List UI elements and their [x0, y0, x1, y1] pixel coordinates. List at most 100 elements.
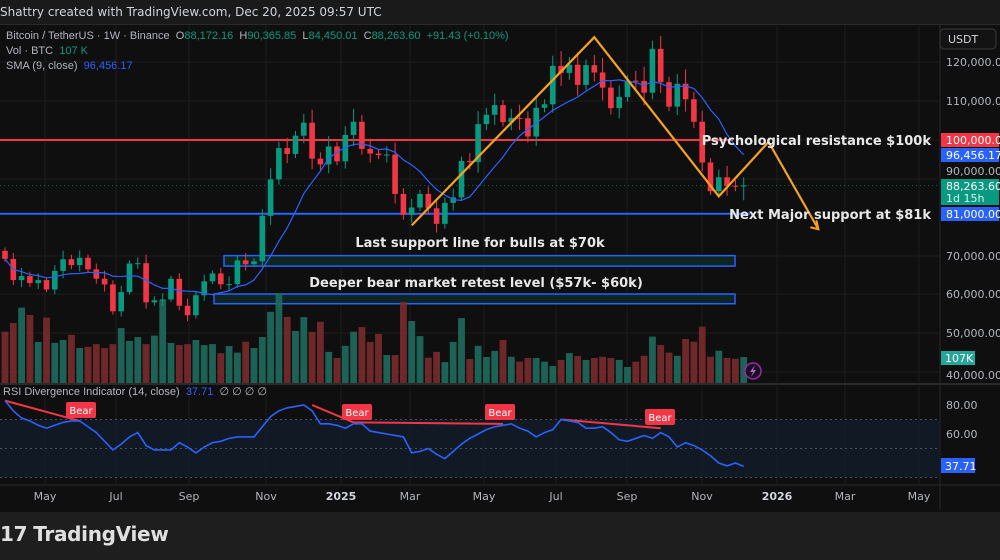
volume-bar	[333, 357, 341, 383]
candle-body	[616, 96, 622, 109]
volume-bar	[632, 361, 640, 383]
open-value: 88,172.16	[184, 30, 234, 42]
volume-bar	[234, 352, 241, 383]
volume-bar	[283, 316, 291, 383]
candle-body	[18, 276, 25, 281]
volume-bar	[649, 336, 656, 383]
volume-bar	[640, 355, 648, 383]
bear-label: Bear	[345, 408, 369, 419]
time-tick-label: Sep	[617, 490, 638, 503]
currency-button[interactable]	[939, 28, 997, 50]
price-badge-text: 88,263.60	[946, 180, 1000, 193]
close-label: C	[363, 30, 372, 42]
rsi-label[interactable]: RSI Divergence Indicator (14, close)	[3, 386, 180, 398]
rsi-pane: Bear Bear Bear Bear	[0, 399, 940, 478]
candle-body	[201, 281, 207, 296]
volume-bar	[516, 361, 523, 383]
candle-body	[682, 83, 689, 100]
candle-body	[60, 259, 66, 271]
volume-bar	[317, 321, 324, 383]
bear-label: Bear	[488, 408, 512, 419]
volume-badge	[941, 351, 975, 365]
price-tick-label: 90,000.00	[946, 165, 1000, 178]
high-value: 90,365.85	[247, 30, 297, 42]
volume-bar	[574, 356, 582, 383]
candle-body	[558, 65, 564, 73]
lightning-button[interactable]	[744, 362, 762, 380]
volume-bar	[483, 356, 490, 383]
time-tick-label: May	[34, 490, 57, 503]
time-tick-label: Nov	[255, 490, 277, 503]
volume-bar	[566, 353, 573, 383]
rsi-value: 37.71	[185, 386, 214, 398]
candle-body	[384, 154, 390, 156]
volume-bar	[68, 334, 75, 383]
support-badge-text: 81,000.00	[946, 208, 1000, 221]
volume-bar	[723, 357, 731, 383]
rsi-legend: RSI Divergence Indicator (14, close) 37.…	[3, 386, 267, 399]
time-tick-label: Nov	[691, 490, 713, 503]
countdown-text: 1d 15h	[946, 192, 984, 205]
candle-body	[533, 107, 539, 137]
chart-canvas[interactable]: Last support line for bulls at $70k Deep…	[0, 0, 1000, 512]
candle-body	[309, 122, 315, 159]
candle-body	[483, 114, 490, 125]
zone-label-57-60k: Deeper bear market retest level ($57k- $…	[309, 276, 643, 291]
candle-body	[118, 292, 124, 312]
symbol-name[interactable]: Bitcoin / TetherUS · 1W · Binance	[6, 30, 170, 42]
volume-bar	[92, 344, 100, 383]
volume-bar	[126, 340, 133, 383]
candle-body	[433, 208, 440, 224]
price-tick-label: 120,000.00	[946, 56, 1000, 69]
candle-body	[209, 273, 216, 282]
candle-body	[500, 105, 506, 123]
support-zone-box	[213, 293, 736, 305]
volume-bar	[433, 351, 440, 383]
volume-bar	[491, 350, 499, 383]
volume-bar	[524, 357, 532, 383]
candle-body	[359, 121, 365, 149]
change-value: +91.43 (+0.10%)	[426, 30, 509, 42]
bear-label: Bear	[69, 406, 93, 417]
candle-body	[400, 193, 407, 215]
sma-label[interactable]: SMA (9, close)	[6, 60, 78, 72]
price-tick-label: 50,000.00	[946, 327, 1000, 340]
candle-body	[475, 124, 481, 163]
candle-body	[93, 269, 100, 279]
volume-bar	[267, 311, 274, 383]
low-value: 84,450.01	[308, 30, 358, 42]
candle-body	[657, 48, 664, 83]
bear-divergence-line	[353, 421, 504, 425]
resistance-label: Psychological resistance $100k	[702, 134, 932, 149]
volume-value: 107 K	[59, 45, 88, 57]
volume-bar	[76, 348, 84, 383]
volume-bar	[59, 339, 67, 383]
rsi-axis: 80.00 60.00 37.71	[941, 399, 978, 473]
volume-bar	[682, 339, 689, 383]
volume-bar	[9, 322, 17, 383]
candle-body	[541, 104, 548, 108]
volume-bar	[18, 307, 25, 383]
volume-bar	[657, 345, 665, 383]
chart-caption-bar: Shattry created with TradingView.com, De…	[0, 0, 1000, 25]
candle-body	[525, 118, 531, 137]
time-axis[interactable]: May Jul Sep Nov 2025 Mar May Jul Sep Nov 2026 Mar Ma…	[34, 490, 931, 503]
volume-bar	[175, 345, 183, 383]
support-label: Next Major support at $81k	[729, 208, 931, 223]
volume-bar	[400, 302, 407, 383]
price-tick-label: 70,000.00	[946, 250, 1000, 263]
volume-label[interactable]: Vol · BTC	[6, 45, 54, 57]
candle-body	[242, 260, 249, 265]
resistance-badge-text: 100,000.00	[946, 134, 1000, 147]
price-tick-label: 110,000.00	[946, 95, 1000, 108]
price-tick-label: 60,000.00	[946, 288, 1000, 301]
sma-legend: SMA (9, close) 96,456.17	[6, 60, 133, 73]
candle-body	[367, 148, 373, 154]
volume-bar	[242, 341, 250, 383]
volume-bar	[375, 333, 382, 383]
candle-body	[52, 270, 58, 290]
candle-body	[574, 64, 581, 85]
volume-bar	[391, 355, 399, 383]
volume-badge-text: 107K	[945, 352, 974, 365]
candle-body	[85, 257, 91, 270]
